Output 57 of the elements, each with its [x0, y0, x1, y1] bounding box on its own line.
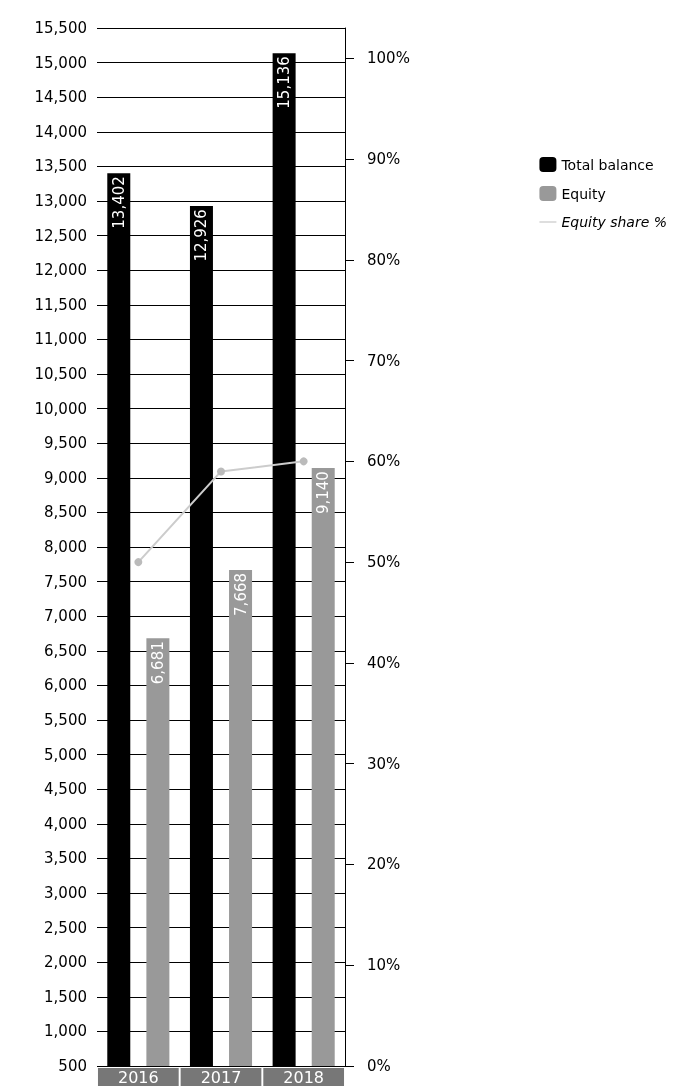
- x-tick-label: 2016: [117, 1067, 159, 1087]
- point: [299, 457, 308, 466]
- y2-tick-label: 60%: [367, 452, 401, 471]
- point: [217, 467, 225, 476]
- y-tick-label: 9,500: [44, 434, 87, 453]
- x-tick-label: 2018: [283, 1067, 325, 1087]
- data-label: 9,140: [314, 471, 333, 515]
- data-label: 7,668: [231, 572, 250, 616]
- data-label: 13,402: [109, 176, 128, 229]
- x-tick-label: 2017: [200, 1067, 242, 1087]
- y2-tick-label: 20%: [367, 855, 401, 874]
- data-label: 6,681: [148, 641, 167, 685]
- y2-tick-label: 30%: [367, 754, 401, 773]
- data-label: 12,926: [192, 209, 211, 262]
- y-tick-label: 13,500: [34, 157, 87, 176]
- y2-tick-label: 40%: [367, 653, 401, 672]
- y-tick-label: 15,000: [34, 53, 87, 72]
- point: [134, 558, 143, 567]
- y-tick-label: 5,000: [44, 745, 87, 764]
- y-tick-label: 12,000: [34, 261, 87, 280]
- y-tick-label: 11,000: [34, 330, 87, 349]
- y-tick-label: 7,000: [44, 607, 87, 626]
- y-tick-label: 6,500: [44, 641, 87, 660]
- y-tick-label: 8,500: [44, 503, 87, 522]
- y-tick-label: 4,500: [44, 780, 87, 799]
- y2-tick-label: 10%: [367, 956, 401, 975]
- y-tick-label: 2,000: [44, 953, 87, 972]
- y-tick-label: 2,500: [44, 918, 87, 937]
- y2-tick-label: 90%: [367, 150, 401, 169]
- y-tick-label: 6,000: [44, 676, 87, 695]
- y2-tick-label: 70%: [367, 351, 401, 370]
- y-tick-label: 3,500: [44, 849, 87, 868]
- y-tick-label: 7,500: [44, 572, 87, 591]
- y-tick-label: 10,500: [34, 365, 87, 383]
- y-tick-label: 8,000: [44, 538, 87, 556]
- y-tick-label: 3,000: [44, 884, 87, 902]
- y2-tick-label: 50%: [367, 553, 401, 572]
- y-tick-label: 13,000: [34, 192, 87, 210]
- y-tick-label: 14,000: [34, 122, 87, 141]
- data-label: 15,136: [275, 56, 294, 109]
- legend-label: Equity: [561, 185, 606, 202]
- y-tick-label: 1,500: [44, 987, 87, 1006]
- y-tick-label: 500: [58, 1057, 87, 1075]
- y-tick-label: 15,500: [34, 19, 87, 37]
- y-tick-label: 5,500: [44, 711, 87, 729]
- y-tick-label: 12,500: [34, 226, 87, 245]
- y2-tick-label: 0%: [367, 1057, 391, 1075]
- y-tick-label: 9,000: [44, 468, 87, 487]
- legend-label: Equity share %: [561, 214, 668, 230]
- y-tick-label: 11,500: [34, 295, 87, 314]
- y2-tick-label: 80%: [367, 250, 401, 269]
- y-tick-label: 1,000: [44, 1022, 87, 1041]
- legend-label: Total balance: [560, 156, 654, 173]
- y-tick-label: 14,500: [34, 88, 87, 107]
- y-tick-label: 4,000: [44, 814, 87, 833]
- y-tick-label: 10,000: [34, 399, 87, 418]
- y2-tick-label: 100%: [367, 49, 410, 68]
